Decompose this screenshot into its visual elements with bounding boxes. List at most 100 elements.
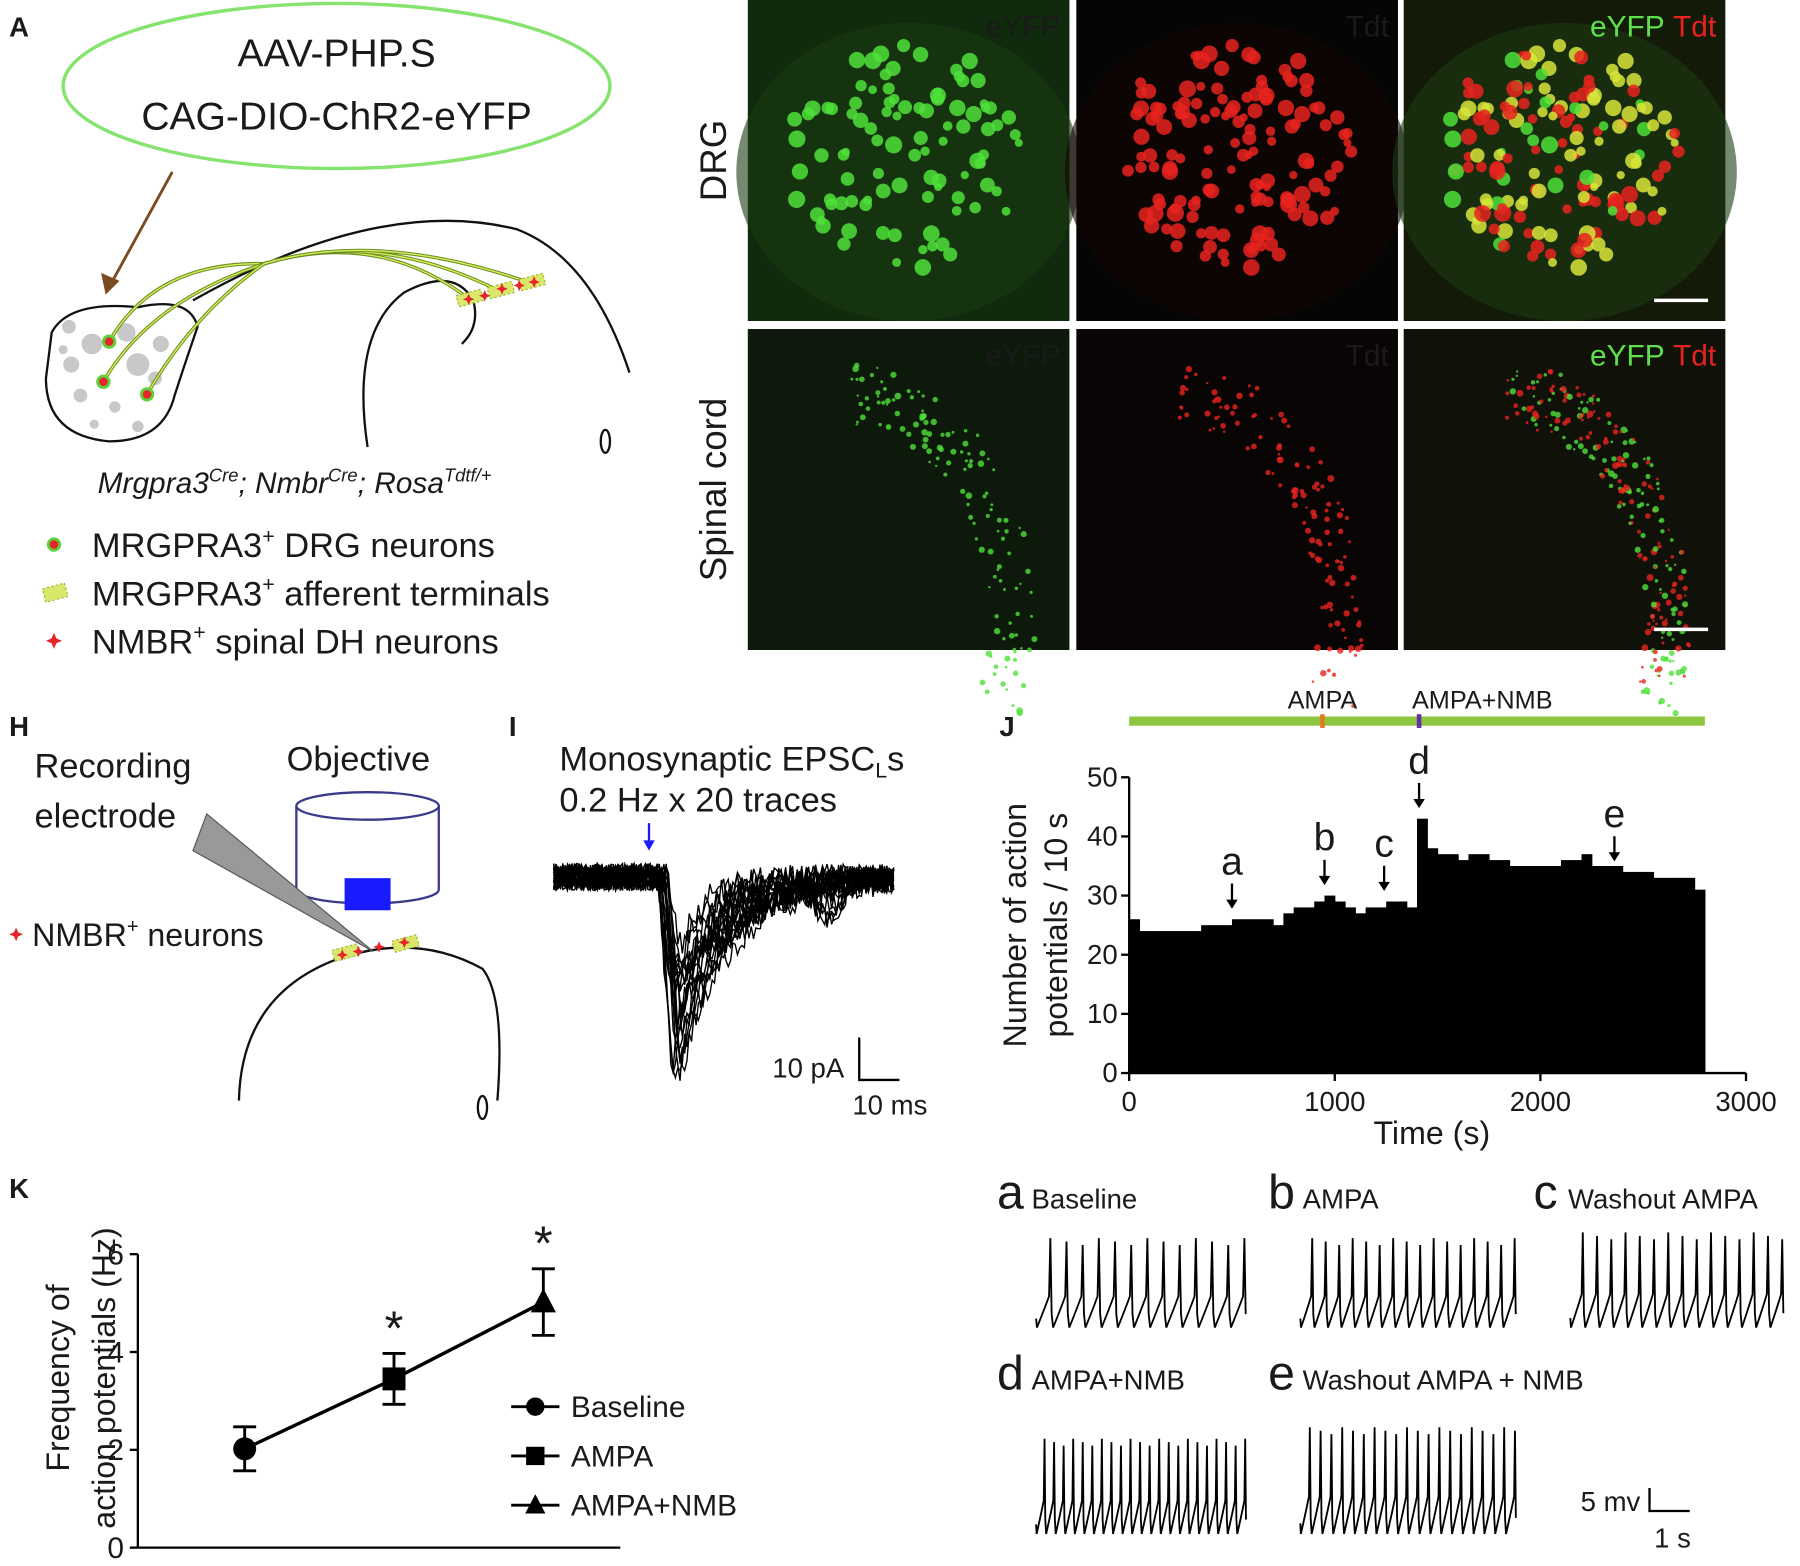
fiber-dot <box>1008 621 1012 625</box>
fiber-dot <box>1602 458 1607 463</box>
cell <box>1518 195 1529 206</box>
epsc-title-main: Monosynaptic EPSC <box>559 740 875 778</box>
cell <box>950 63 963 77</box>
fiber-dot <box>1684 594 1687 597</box>
fiber-dot <box>1656 487 1660 491</box>
cell <box>1290 52 1307 70</box>
fiber-dot <box>1343 554 1347 559</box>
cell <box>801 107 815 121</box>
histogram-bar <box>1211 925 1223 1074</box>
fiber-dot <box>1640 491 1645 495</box>
fiber-dot <box>1277 452 1281 456</box>
trace-letter: e <box>1268 1346 1295 1400</box>
legend-item-sup: + <box>193 621 205 645</box>
fiber-dot <box>1580 400 1584 404</box>
fiber-dot <box>894 392 902 400</box>
cell <box>1320 186 1331 197</box>
legend-item-rest: afferent terminals <box>275 575 550 613</box>
micrograph <box>1403 329 1726 651</box>
cell <box>961 52 978 70</box>
stim-arrowhead <box>643 840 655 851</box>
fiber-dot <box>967 452 971 456</box>
fiber-dot <box>1639 680 1642 683</box>
cell <box>1502 104 1518 120</box>
fiber-dot <box>1320 484 1325 489</box>
fiber-dot <box>1232 404 1238 410</box>
fiber-dot <box>977 460 985 467</box>
fiber-dot <box>1005 688 1009 691</box>
fiber-dot <box>1592 410 1596 413</box>
neurons-label-sup: + <box>127 916 139 938</box>
fiber-dot <box>993 664 999 670</box>
channel-label: eYFP <box>986 11 1061 44</box>
cell <box>908 148 922 162</box>
annotation-arrowhead <box>1318 875 1331 886</box>
fiber-dot <box>987 548 994 555</box>
fiber-dot <box>1347 540 1351 544</box>
spinal-outline <box>192 219 631 373</box>
afferent-terminal-icon <box>41 582 69 604</box>
fiber-dot <box>1670 554 1675 559</box>
spike-trace <box>1035 1438 1247 1535</box>
annotation-label: d <box>1408 740 1430 783</box>
cell <box>1284 74 1298 88</box>
fiber-dot <box>1334 620 1341 627</box>
fiber-dot <box>1327 575 1333 581</box>
cell <box>837 237 851 251</box>
fiber-dot <box>1676 593 1683 601</box>
fiber-dot <box>1194 372 1198 377</box>
cell <box>1161 223 1173 235</box>
histogram-bar <box>1602 866 1613 1074</box>
fiber-dot <box>855 377 859 381</box>
cell <box>1146 205 1164 222</box>
fiber-dot <box>962 440 969 447</box>
fiber-dot <box>1599 473 1606 479</box>
neurons-label: NMBR+ neurons <box>32 916 263 953</box>
fiber-dot <box>996 568 1000 572</box>
annotation-label: a <box>1221 840 1243 883</box>
fiber-dot <box>1666 631 1672 637</box>
fiber-dot <box>1682 674 1686 678</box>
fiber-dot <box>1581 407 1589 414</box>
marker <box>525 1494 546 1514</box>
histogram-bar <box>1478 854 1490 1074</box>
cell <box>1625 201 1637 214</box>
cell <box>1591 237 1606 252</box>
fiber-dot <box>876 366 879 370</box>
epsc-protocol: 0.2 Hz x 20 traces <box>559 782 837 820</box>
fiber-dot <box>1344 581 1350 587</box>
fiber-dot <box>1605 411 1612 418</box>
fiber-dot <box>1291 502 1298 509</box>
fiber-dot <box>989 654 993 658</box>
fiber-dot <box>1656 665 1663 672</box>
cell <box>1265 126 1276 137</box>
fiber-dot <box>885 398 891 404</box>
fiber-dot <box>1671 637 1675 641</box>
channel-label: eYFP Tdt <box>1590 11 1717 44</box>
y-tick-label: 40 <box>1087 821 1118 852</box>
channel-space <box>1665 11 1673 44</box>
cell <box>956 74 970 88</box>
cell <box>891 177 908 194</box>
fiber-dot <box>1214 396 1222 403</box>
cell <box>1518 97 1530 110</box>
cell <box>1249 178 1264 192</box>
cell <box>1621 186 1639 203</box>
legend-item: MRGPRA3+ DRG neurons <box>92 524 495 565</box>
fiber-dot <box>1649 613 1656 620</box>
fiber-dot <box>912 421 919 428</box>
cell <box>1204 225 1219 240</box>
fiber-dot <box>1681 601 1689 608</box>
cell <box>1227 165 1236 174</box>
fiber-dot <box>1535 428 1539 432</box>
cell <box>1345 145 1358 158</box>
fiber-dot <box>1018 526 1021 530</box>
fiber-dot <box>1311 680 1315 683</box>
central-canal <box>599 428 612 454</box>
cell <box>871 134 884 147</box>
fiber-dot <box>1622 452 1630 459</box>
red-star <box>373 941 385 953</box>
histogram-bar <box>1458 860 1470 1074</box>
cell <box>1562 204 1572 214</box>
